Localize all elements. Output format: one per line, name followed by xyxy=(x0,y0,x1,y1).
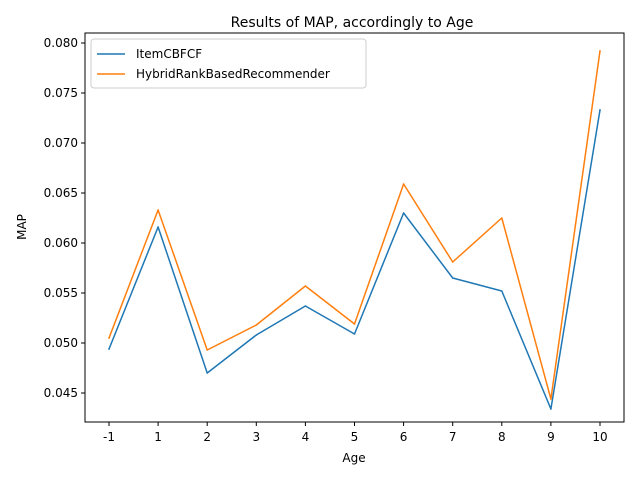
data-point xyxy=(304,285,307,287)
data-point xyxy=(501,217,503,219)
series-ItemCBFCF xyxy=(108,109,601,410)
x-tick-label: 3 xyxy=(252,430,260,444)
chart-title: Results of MAP, accordingly to Age xyxy=(231,15,474,31)
y-tick-label: 0.075 xyxy=(44,86,78,100)
x-tick-label: 1 xyxy=(154,430,162,444)
data-point xyxy=(255,324,258,326)
legend-box xyxy=(90,38,367,89)
data-point xyxy=(206,372,208,374)
series-HybridRankBasedRecommender xyxy=(108,50,601,400)
data-point xyxy=(108,348,110,350)
y-tick-label: 0.050 xyxy=(44,336,78,350)
x-tick-label: 4 xyxy=(302,430,310,444)
data-point xyxy=(599,50,601,52)
y-axis-label: MAP xyxy=(15,214,29,240)
data-point xyxy=(599,109,601,111)
data-point xyxy=(206,349,208,351)
data-point xyxy=(501,290,503,292)
data-point xyxy=(255,334,258,336)
data-point xyxy=(402,212,405,214)
series-layer xyxy=(108,50,601,410)
data-point xyxy=(157,226,159,228)
data-point xyxy=(157,209,159,211)
data-point xyxy=(108,337,110,339)
plot-frame xyxy=(84,32,625,423)
data-point xyxy=(353,323,356,325)
y-tick-label: 0.055 xyxy=(44,286,78,300)
x-tick-label: 6 xyxy=(400,430,408,444)
data-point xyxy=(550,408,552,410)
x-tick-label: 9 xyxy=(547,430,555,444)
x-tick-label: 5 xyxy=(351,430,359,444)
x-tick-label: 8 xyxy=(498,430,506,444)
x-tick-label: -1 xyxy=(103,430,115,444)
data-point xyxy=(451,261,454,263)
y-tick-label: 0.065 xyxy=(44,186,78,200)
data-point xyxy=(451,277,454,279)
data-point xyxy=(304,305,307,307)
data-point xyxy=(402,183,405,185)
y-tick-label: 0.070 xyxy=(44,136,78,150)
legend: ItemCBFCF HybridRankBasedRecommender xyxy=(90,38,367,89)
y-axis-ticks: 0.045 0.050 0.055 0.060 0.065 0.070 0.075 0.080 xyxy=(44,36,85,400)
legend-label: ItemCBFCF xyxy=(136,47,202,61)
y-tick-label: 0.045 xyxy=(44,386,78,400)
y-tick-label: 0.080 xyxy=(44,36,78,50)
x-axis-ticks: -1 1 2 3 4 5 6 7 8 9 10 xyxy=(103,422,608,444)
x-tick-label: 2 xyxy=(203,430,211,444)
legend-label: HybridRankBasedRecommender xyxy=(136,67,330,81)
x-tick-label: 7 xyxy=(449,430,457,444)
x-axis-label: Age xyxy=(342,451,365,465)
x-tick-label: 10 xyxy=(592,430,607,444)
y-tick-label: 0.060 xyxy=(44,236,78,250)
data-point xyxy=(353,333,356,335)
data-point xyxy=(550,398,552,400)
